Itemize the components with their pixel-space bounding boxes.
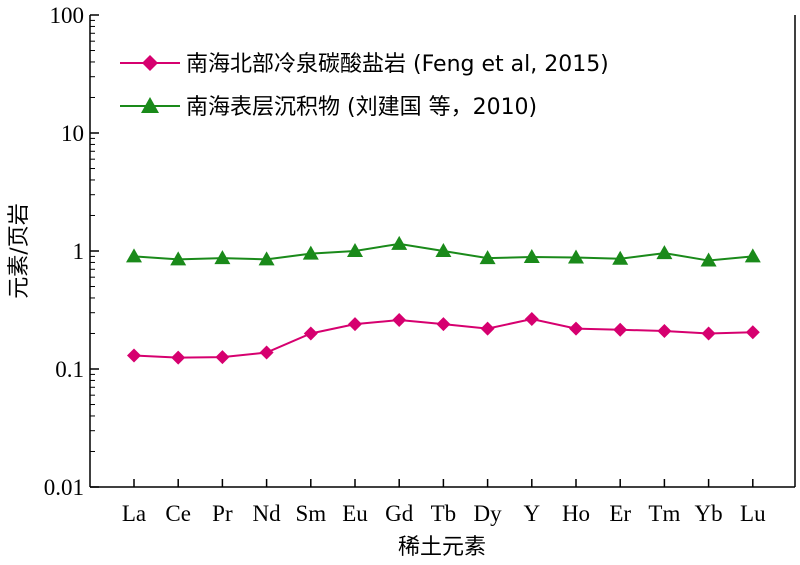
y-tick-label: 0.1	[55, 357, 84, 382]
data-point	[303, 326, 318, 341]
x-tick-label: Dy	[474, 501, 503, 526]
x-ticks: La Ce Pr Nd Sm Eu Gd Tb Dy Y Ho Er Tm Yb Lu	[122, 479, 766, 526]
data-point	[613, 322, 628, 337]
data-point	[392, 313, 407, 328]
x-tick-label: Eu	[342, 501, 368, 526]
data-point	[214, 250, 231, 265]
data-point	[612, 250, 629, 265]
data-point	[259, 345, 274, 360]
x-axis-title: 稀土元素	[398, 535, 486, 560]
data-point	[744, 248, 761, 263]
data-point	[479, 250, 496, 265]
data-point	[569, 321, 583, 336]
data-point	[348, 317, 362, 332]
series-2	[126, 235, 761, 267]
y-ticks: 0.01 0.1 1 10 100	[44, 3, 99, 500]
y-tick-label: 0.01	[44, 475, 84, 500]
data-point	[302, 245, 319, 260]
data-point	[126, 248, 142, 263]
x-tick-label: La	[122, 501, 146, 526]
legend-marker-series-2	[141, 97, 159, 113]
x-tick-label: Tb	[431, 501, 457, 526]
data-point	[568, 249, 584, 264]
data-point	[170, 251, 187, 266]
x-tick-label: Yb	[695, 501, 723, 526]
data-point	[215, 350, 230, 365]
legend-label-series-1: 南海北部冷泉碳酸盐岩 (Feng et al, 2015)	[186, 52, 609, 77]
data-point	[745, 325, 760, 340]
x-tick-label: Sm	[295, 501, 326, 526]
series-layer	[126, 235, 761, 365]
data-point	[700, 252, 717, 267]
x-tick-label: Gd	[385, 501, 414, 526]
x-tick-label: Tm	[648, 501, 680, 526]
legend-marker-series-1	[142, 55, 158, 71]
x-tick-label: Nd	[253, 501, 282, 526]
x-tick-label: Y	[523, 501, 540, 526]
x-tick-label: Pr	[212, 501, 233, 526]
data-point	[171, 350, 186, 365]
data-point	[523, 248, 540, 263]
x-tick-label: Er	[609, 501, 631, 526]
data-point	[347, 243, 363, 257]
data-point	[436, 317, 451, 332]
x-tick-label: Lu	[740, 501, 766, 526]
y-axis-title: 元素/页岩	[7, 203, 32, 298]
y-tick-label: 10	[61, 121, 84, 146]
data-point	[524, 312, 539, 327]
data-point	[480, 321, 495, 336]
data-point	[656, 245, 673, 260]
legend: 南海北部冷泉碳酸盐岩 (Feng et al, 2015) 南海表层沉积物 (刘…	[120, 52, 609, 120]
y-tick-label: 1	[73, 239, 85, 264]
data-point	[391, 235, 408, 250]
x-tick-label: Ho	[562, 501, 590, 526]
data-point	[127, 348, 141, 363]
data-point	[258, 251, 275, 266]
data-point	[435, 243, 452, 257]
series-1	[127, 312, 760, 365]
data-point	[701, 326, 716, 341]
y-tick-label: 100	[50, 3, 85, 28]
data-point	[657, 323, 672, 338]
legend-label-series-2: 南海表层沉积物 (刘建国 等，2010)	[186, 95, 537, 120]
x-tick-label: Ce	[165, 501, 191, 526]
